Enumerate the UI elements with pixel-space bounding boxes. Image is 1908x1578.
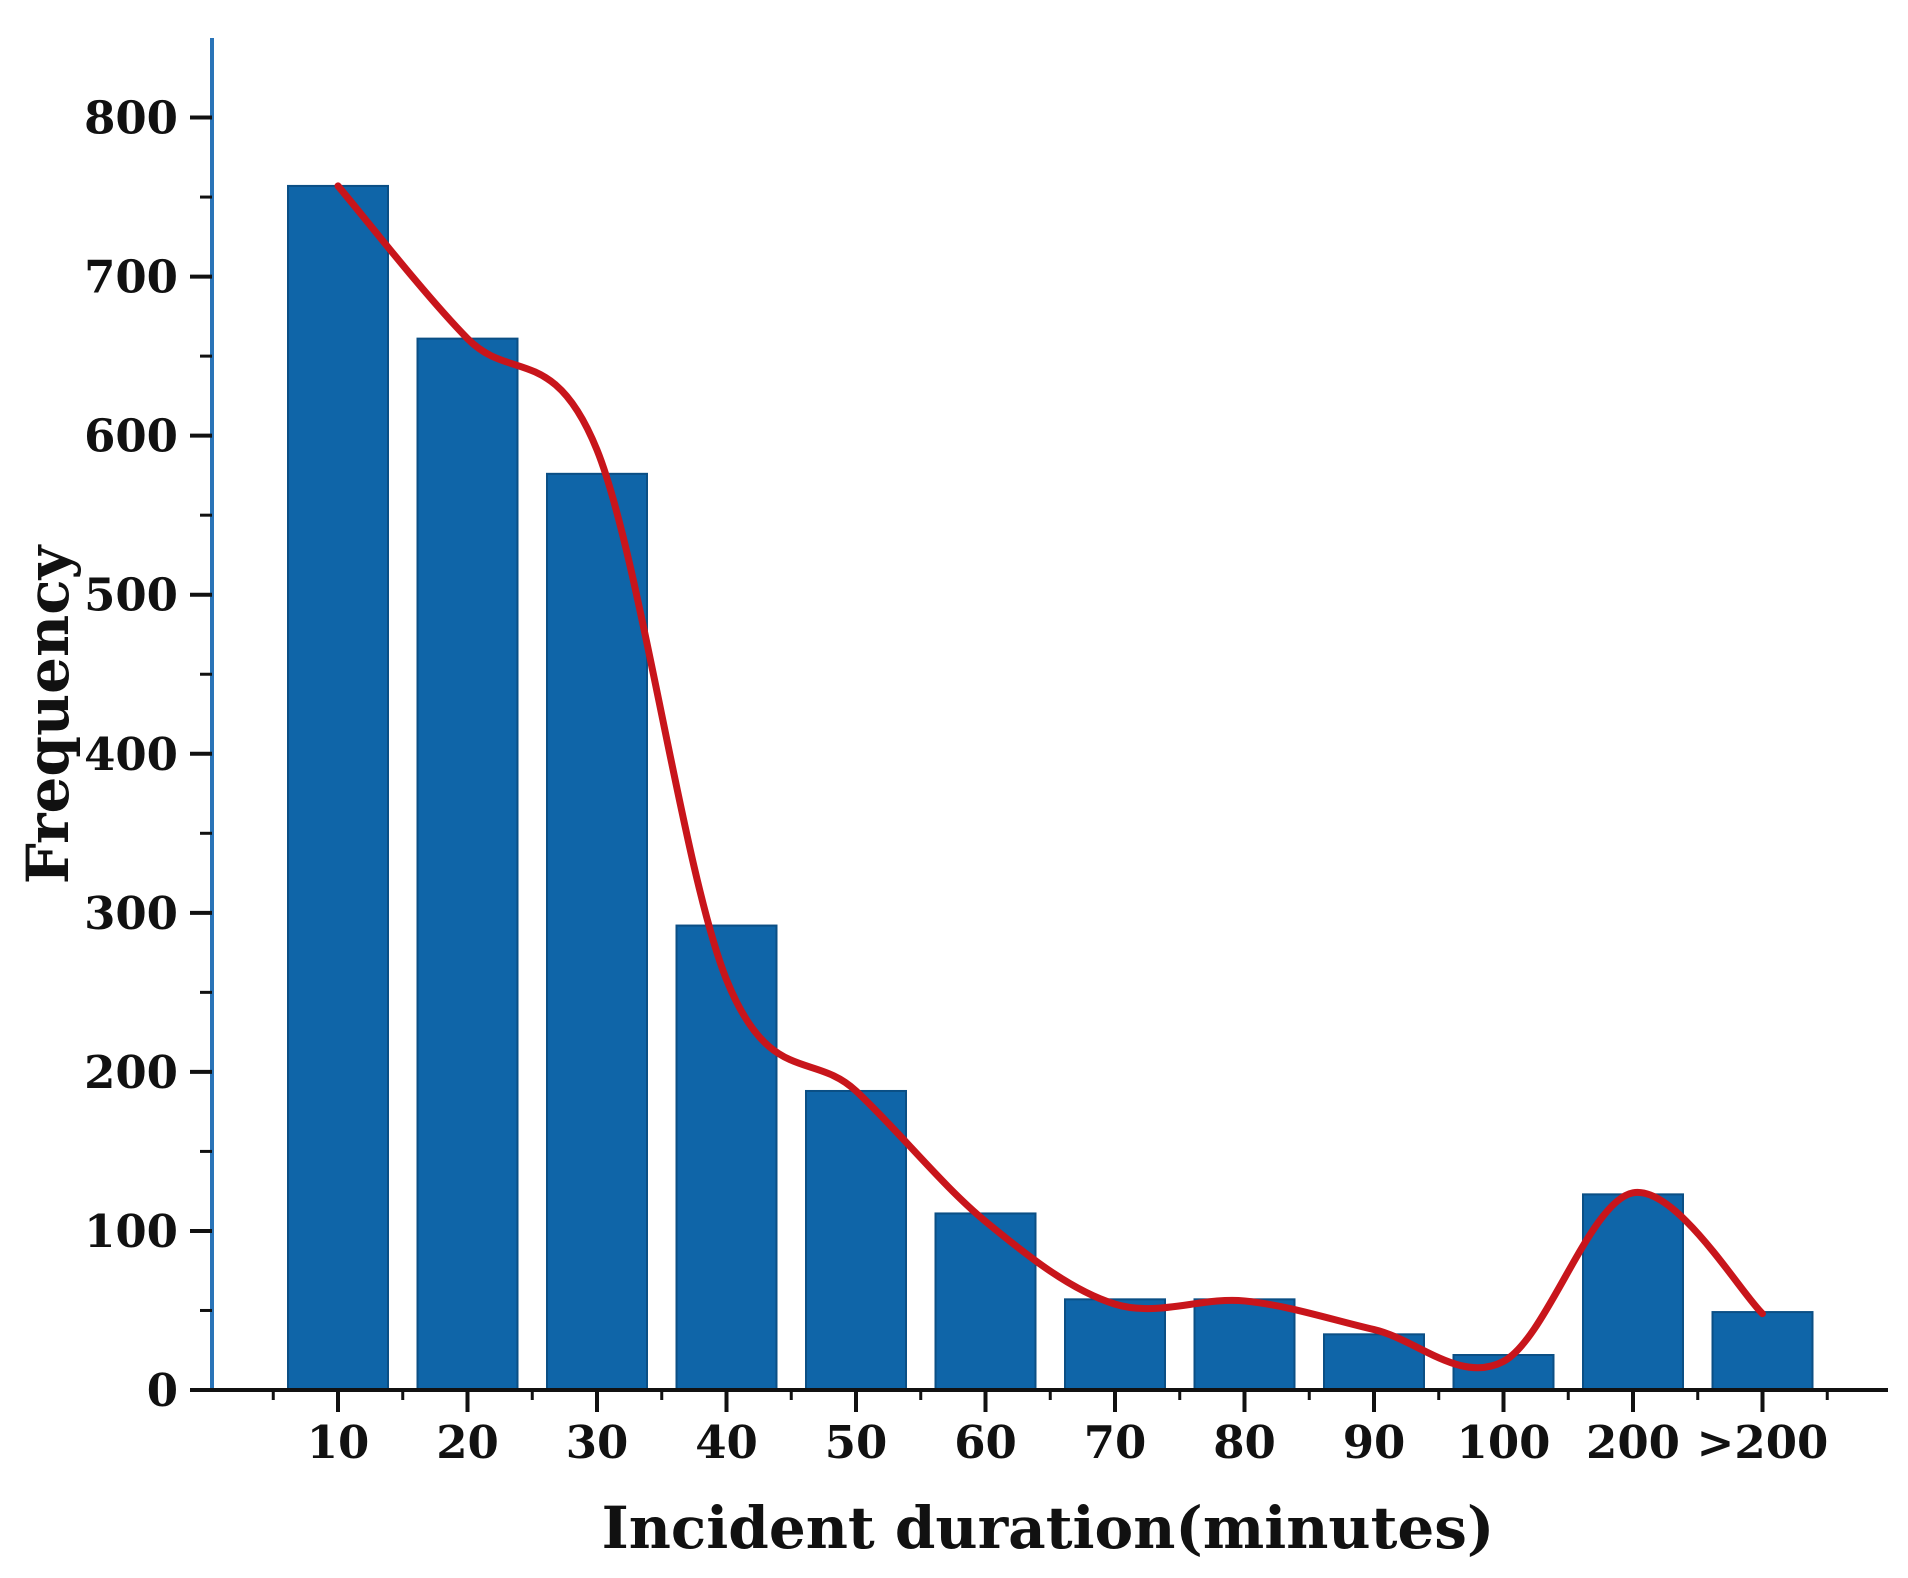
x-tick-label-60: 60 — [954, 1416, 1017, 1469]
x-tick-label-70: 70 — [1084, 1416, 1147, 1469]
y-tick-label-0: 0 — [147, 1364, 178, 1417]
y-tick-label-600: 600 — [84, 410, 178, 463]
x-axis-title: Incident duration(minutes) — [602, 1494, 1495, 1562]
bar-gt200 — [1711, 1311, 1814, 1391]
y-axis-title: Frequency — [14, 543, 82, 884]
x-tick-label-90: 90 — [1343, 1416, 1406, 1469]
bar-60 — [934, 1212, 1037, 1391]
y-tick-label-400: 400 — [84, 728, 178, 781]
y-tick-label-700: 700 — [84, 251, 178, 304]
axes-layer — [190, 38, 1888, 1412]
y-tick-label-800: 800 — [84, 92, 178, 145]
bar-40 — [675, 924, 778, 1391]
bar-80 — [1193, 1298, 1296, 1391]
y-tick-label-500: 500 — [84, 569, 178, 622]
x-tick-label-gt200: >200 — [1697, 1416, 1829, 1469]
x-tick-label-50: 50 — [825, 1416, 888, 1469]
labels-layer: 0 100 200 300 400 500 600 700 800 10 20 30 40 50 60 70 8… — [84, 92, 1828, 1469]
bar-50 — [805, 1089, 907, 1391]
x-tick-label-30: 30 — [566, 1416, 629, 1469]
x-tick-label-10: 10 — [307, 1416, 370, 1469]
bar-20 — [416, 337, 519, 1391]
x-tick-label-20: 20 — [436, 1416, 499, 1469]
bar-200 — [1582, 1193, 1684, 1392]
x-tick-label-200: 200 — [1586, 1416, 1680, 1469]
bars-layer — [287, 184, 1814, 1392]
bar-30 — [546, 472, 648, 1391]
bar-10 — [287, 184, 389, 1392]
x-tick-label-100: 100 — [1457, 1416, 1551, 1469]
y-tick-label-200: 200 — [84, 1046, 178, 1099]
x-tick-label-40: 40 — [695, 1416, 758, 1469]
x-tick-label-80: 80 — [1213, 1416, 1276, 1469]
bar-70 — [1064, 1298, 1166, 1391]
y-tick-label-300: 300 — [84, 887, 178, 940]
trend-line-layer — [334, 182, 1766, 1372]
y-tick-label-100: 100 — [84, 1205, 178, 1258]
trend-line — [334, 182, 1766, 1372]
